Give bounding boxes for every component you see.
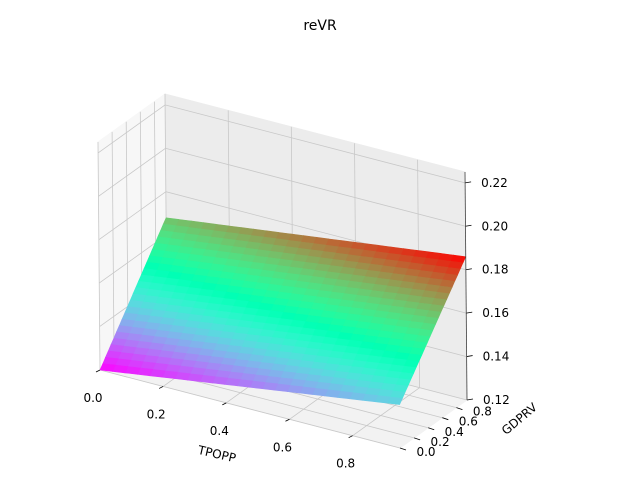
x-tick-mark <box>222 402 227 406</box>
z-grid-line <box>98 147 466 227</box>
y-tick-mark <box>456 407 463 410</box>
z-tick-label: 0.20 <box>481 219 508 233</box>
surface-patch <box>99 363 116 372</box>
z-tick-mark <box>466 311 473 314</box>
z-tick-label: 0.16 <box>482 306 509 320</box>
axis-ticks: 0.00.20.40.60.80.00.20.40.60.80.120.140.… <box>83 171 510 471</box>
z-tick-mark <box>465 224 472 227</box>
z-tick-label: 0.12 <box>483 393 510 407</box>
x-tick-label: 0.8 <box>336 457 355 471</box>
z-tick-mark <box>466 398 474 401</box>
x-tick-label: 0.4 <box>210 424 229 438</box>
y-tick-mark <box>413 437 421 441</box>
z-axis-line <box>464 171 468 401</box>
z-tick-mark <box>465 181 472 184</box>
z-grid-line <box>97 104 466 184</box>
x-tick-label: 0.2 <box>147 407 166 421</box>
y-tick-label: 0.4 <box>445 425 464 439</box>
y-tick-label: 0.8 <box>473 405 492 419</box>
z-tick-label: 0.18 <box>482 263 509 277</box>
x-tick-mark <box>158 386 164 389</box>
x-tick-mark <box>285 418 290 422</box>
y-tick-label: 0.0 <box>416 445 435 459</box>
x-tick-label: 0.0 <box>83 391 102 405</box>
y-tick-mark <box>399 447 407 451</box>
z-tick-label: 0.14 <box>483 350 510 364</box>
z-tick-mark <box>465 268 472 271</box>
surface-mesh <box>99 217 467 405</box>
x-axis-label: TPOPP <box>196 443 238 466</box>
y-tick-mark <box>442 417 449 421</box>
y-tick-label: 0.6 <box>459 415 478 429</box>
z-tick-label: 0.22 <box>481 176 508 190</box>
z-tick-mark <box>466 355 473 357</box>
chart-title: reVR <box>303 18 337 34</box>
x-tick-mark <box>348 435 353 439</box>
y-tick-label: 0.2 <box>431 435 450 449</box>
y-tick-mark <box>428 427 435 431</box>
x-tick-mark <box>95 369 101 373</box>
x-tick-label: 0.6 <box>273 440 292 454</box>
